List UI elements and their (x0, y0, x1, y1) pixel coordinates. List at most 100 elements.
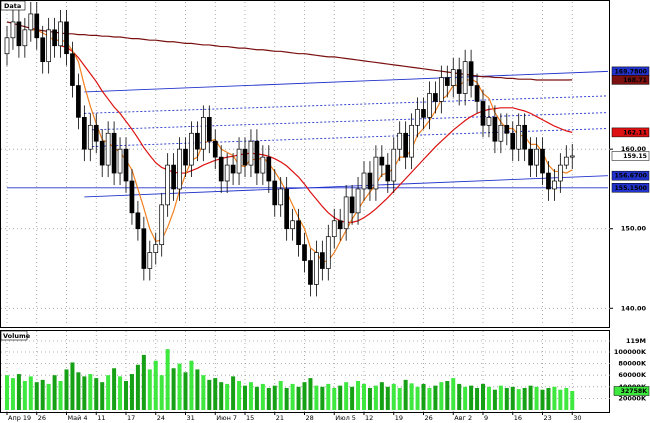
candle-body (504, 124, 510, 134)
volume-bar (284, 387, 289, 410)
candle-body (498, 124, 504, 142)
trend-line (84, 112, 608, 131)
y-tick-label: 140.00 (621, 304, 647, 312)
candle-body (486, 117, 492, 126)
candle-body (46, 29, 52, 63)
volume-bar (433, 385, 438, 410)
volume-bar (481, 383, 485, 410)
candle-body (456, 69, 462, 94)
volume-bar (266, 387, 271, 410)
volume-bar (367, 387, 372, 410)
candle-body (415, 109, 420, 126)
candle-body (99, 140, 105, 166)
candle-body (373, 156, 379, 190)
volume-bar (46, 383, 51, 410)
candle-body (492, 117, 498, 142)
candle-body (189, 132, 194, 166)
candle-body (147, 252, 153, 269)
volume-bar (409, 383, 414, 410)
volume-bar (94, 378, 99, 410)
candle-body (397, 132, 403, 150)
volume-bar (76, 372, 81, 410)
volume-bar (421, 383, 426, 410)
candle-body (563, 156, 569, 166)
volume-bar (34, 382, 39, 410)
candle-body (117, 148, 123, 174)
candle-body (403, 132, 408, 158)
volume-bar (243, 385, 247, 410)
candle-body (528, 148, 533, 166)
volume-bar (391, 383, 396, 410)
candle-body (129, 180, 135, 214)
volume-bar (445, 381, 450, 410)
price-tag-label: 155.1500 (615, 185, 648, 192)
candle-body (385, 164, 391, 182)
y-tick-label: 119M (626, 337, 646, 345)
y-tick-label: 150.00 (621, 225, 647, 233)
volume-bar (558, 389, 563, 410)
candle-body (331, 220, 337, 238)
candle-body (177, 148, 182, 190)
candle-body (224, 164, 230, 182)
candle-body (76, 85, 81, 118)
volume-bar (570, 391, 575, 410)
candle-body (349, 196, 355, 214)
x-tick-label: 26 (38, 414, 46, 422)
ma-line (6, 21, 573, 81)
candle-body (230, 164, 236, 174)
price-tag (611, 183, 650, 193)
volume-bar (16, 374, 21, 410)
candle-body (427, 93, 432, 118)
candle-body (22, 29, 28, 47)
candle-body (409, 124, 414, 158)
x-tick-label: Авг 2 (454, 414, 472, 422)
volume-bar (528, 385, 533, 410)
volume-bar (40, 379, 45, 410)
volume-bar (415, 386, 420, 410)
x-tick-label: Июн 7 (216, 414, 237, 422)
candle-body (474, 85, 480, 102)
trend-line (84, 70, 608, 93)
x-tick-label: 21 (276, 414, 284, 422)
candle-body (93, 124, 99, 142)
x-tick-label: Май 4 (68, 414, 88, 422)
candle-body (534, 148, 539, 166)
volume-bar (10, 378, 15, 410)
x-tick-label: 31 (187, 414, 195, 422)
volume-bar (260, 383, 265, 410)
candle-body (569, 155, 575, 158)
x-tick-label: 9 (484, 414, 488, 422)
volume-bar (320, 386, 325, 410)
volume-bar (451, 378, 456, 410)
candle-body (123, 148, 129, 182)
candle-body (58, 21, 63, 47)
volume-bar (332, 387, 337, 410)
candle-body (343, 196, 349, 230)
volume-bar (486, 386, 491, 410)
candle-body (546, 172, 551, 190)
candle-body (165, 164, 170, 206)
volume-bar (231, 376, 236, 410)
candle-body (254, 140, 260, 174)
candle-body (522, 124, 528, 150)
candle-body (40, 37, 46, 63)
candle-body (4, 37, 10, 55)
volume-bar (475, 387, 480, 410)
candle-body (260, 156, 266, 174)
candle-body (391, 148, 397, 182)
volume-bar (147, 369, 152, 410)
candle-body (52, 29, 57, 47)
candle-body (325, 236, 331, 269)
volume-bar (534, 386, 539, 410)
volume-bar (314, 385, 319, 410)
candle-body (111, 132, 117, 174)
price-tag-label: 156.6700 (615, 173, 648, 180)
volume-bar (540, 389, 545, 410)
volume-bar (195, 369, 200, 410)
volume-bar (522, 387, 527, 410)
candle-body (444, 77, 450, 86)
volume-bar (504, 387, 509, 410)
candle-body (236, 148, 242, 174)
volume-bar (373, 385, 378, 410)
candle-body (206, 117, 212, 142)
